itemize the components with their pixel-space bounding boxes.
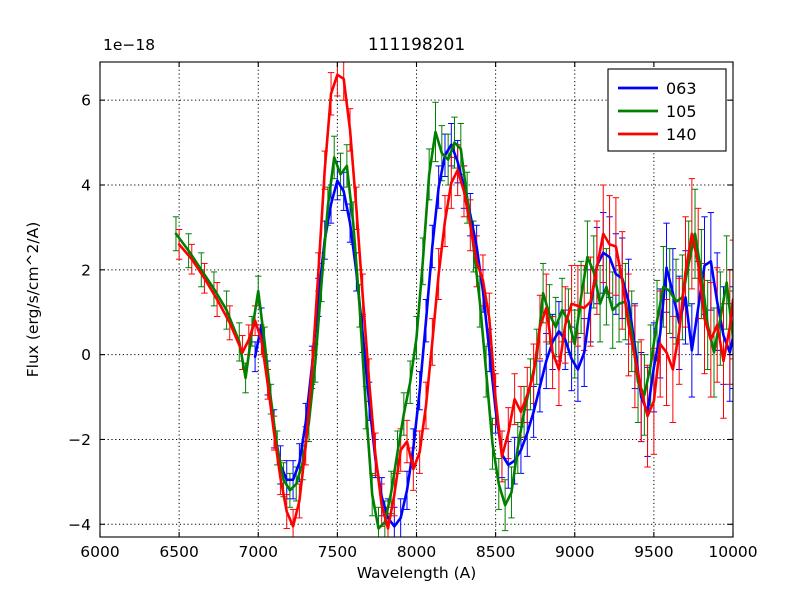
series-line-140	[177, 73, 733, 530]
y-axis-offset-text: 1e−18	[103, 36, 155, 54]
ytick-label: 0	[81, 346, 91, 364]
ytick-label: −4	[68, 516, 91, 534]
data-series-group	[172, 62, 733, 537]
xtick-label: 8000	[397, 543, 436, 561]
xtick-label: 7000	[239, 543, 278, 561]
ytick-label: 4	[81, 176, 91, 194]
chart-title: 111198201	[368, 35, 465, 55]
legend-label-063[interactable]: 063	[666, 79, 697, 98]
labels-group: 6000 6500 7000 7500 8000 8500 9000 9500 10000 −4 −…	[24, 35, 758, 582]
xtick-label: 9500	[634, 543, 673, 561]
axes-group	[99, 61, 734, 538]
xtick-label: 9000	[555, 543, 594, 561]
legend-label-140[interactable]: 140	[666, 125, 697, 144]
xtick-label: 7500	[318, 543, 357, 561]
xtick-label: 6500	[159, 543, 198, 561]
ytick-label: −2	[68, 431, 91, 449]
ytick-label: 2	[81, 261, 91, 279]
x-axis-label: Wavelength (A)	[357, 564, 477, 582]
chart-legend[interactable]: 063 105 140	[607, 68, 727, 152]
xtick-label: 10000	[708, 543, 757, 561]
xtick-label: 6000	[80, 543, 119, 561]
clipped-data	[172, 62, 733, 537]
ytick-label: 6	[81, 92, 91, 110]
y-axis-label: Flux (erg/s/cm^2/A)	[24, 222, 42, 378]
legend-label-105[interactable]: 105	[666, 102, 697, 121]
xtick-label: 8500	[476, 543, 515, 561]
